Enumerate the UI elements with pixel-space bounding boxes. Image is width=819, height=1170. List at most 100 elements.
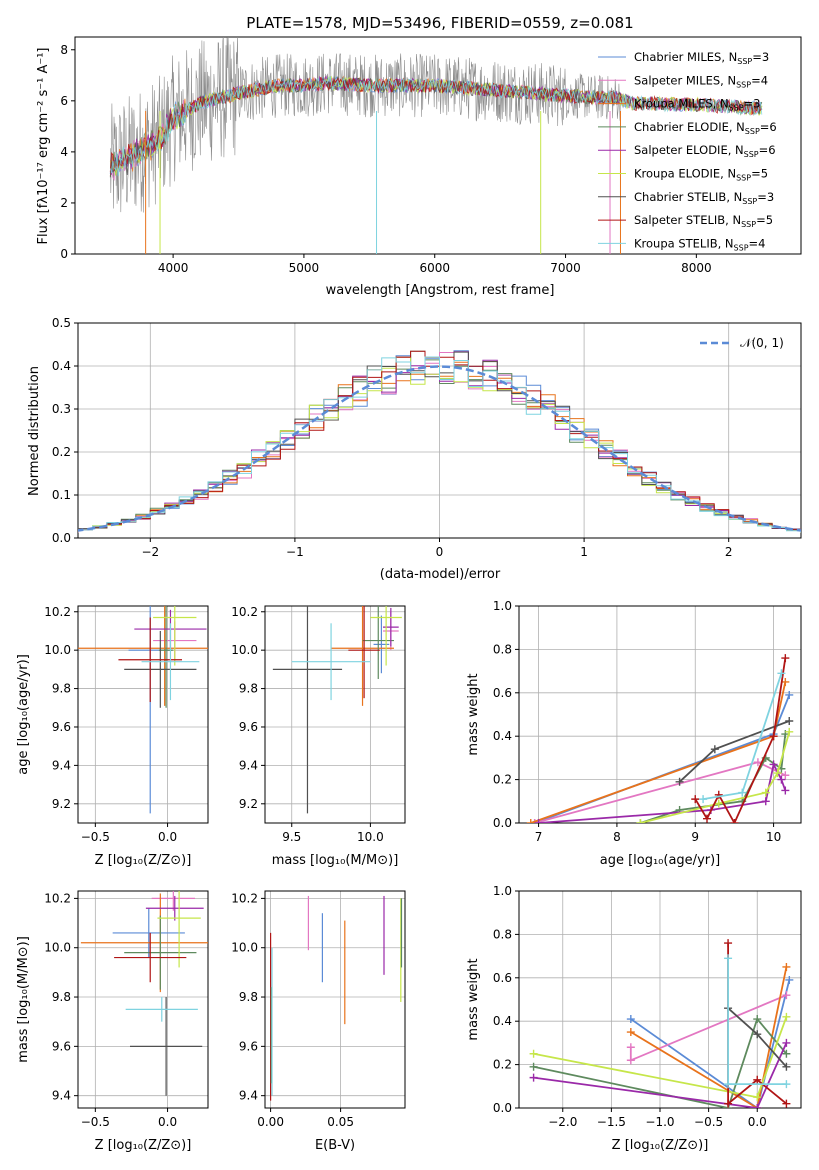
weight-point-marker bbox=[785, 690, 794, 699]
y-tick-label: 0.6 bbox=[493, 971, 512, 985]
weight-point-marker bbox=[691, 795, 700, 804]
y-tick-label: 0.2 bbox=[493, 1058, 512, 1072]
weight-point-marker bbox=[529, 1049, 538, 1058]
weight-lines bbox=[529, 939, 794, 1108]
panel-xlabel: Z [log₁₀(Z/Z⊙)] bbox=[95, 853, 192, 868]
legend-entry-label: Salpeter ELODIE, NSSP=6 bbox=[634, 143, 776, 159]
weight-point-marker bbox=[526, 819, 535, 823]
y-tick-label: 9.4 bbox=[239, 1089, 258, 1103]
weight-point-marker bbox=[782, 1080, 791, 1089]
mass-vs-z-panel: −0.5 0.0 9.4 9.6 9.8 10.0 10.2 Z [log₁₀(Z/Z⊙)] m… bbox=[16, 890, 209, 1153]
weight-point-marker bbox=[753, 758, 762, 767]
weight-point-marker bbox=[724, 954, 733, 963]
weight-point-marker bbox=[626, 1028, 635, 1037]
weight-point-marker bbox=[785, 975, 794, 984]
spectrum-ylabel: Flux [fλ10⁻¹⁷ erg cm⁻² s⁻¹ A⁻¹] bbox=[36, 48, 51, 245]
x-tick-label: −0.5 bbox=[81, 1115, 110, 1129]
weight-series-line bbox=[533, 1042, 788, 1108]
weight-point-marker bbox=[753, 1104, 762, 1108]
histograms bbox=[78, 350, 801, 533]
x-tick-label: 9 bbox=[691, 830, 699, 844]
y-tick-label: 9.8 bbox=[52, 682, 71, 696]
y-tick-label: 0.8 bbox=[493, 642, 512, 656]
x-tick-label: −2 bbox=[141, 545, 159, 559]
y-tick-label: 9.2 bbox=[239, 797, 258, 811]
weight-point-marker bbox=[753, 1030, 762, 1039]
y-tick-label: 9.8 bbox=[239, 682, 258, 696]
weight-point-marker bbox=[626, 1043, 635, 1052]
y-tick-label: 2 bbox=[60, 196, 68, 210]
spectrum-model-line bbox=[109, 76, 762, 178]
y-tick-label: 9.8 bbox=[239, 990, 258, 1004]
axes-frame bbox=[518, 605, 802, 824]
weight-vs-age-panel: 7 8 9 10 0.0 0.2 0.4 0.6 0.8 1.0 age [log₁₀(age/yr… bbox=[466, 599, 802, 868]
panel-xlabel: mass [log₁₀(M/M⊙)] bbox=[272, 853, 399, 868]
weight-series-line bbox=[694, 657, 787, 823]
y-tick-label: 0.6 bbox=[493, 686, 512, 700]
y-tick-label: 0.8 bbox=[493, 927, 512, 941]
weight-point-marker bbox=[710, 745, 719, 754]
age-vs-mass-panel: 9.5 10.0 9.2 9.4 9.6 9.8 10.0 10.2 mass [log₁₀(M… bbox=[231, 605, 406, 868]
y-tick-label: 1.0 bbox=[493, 599, 512, 613]
weight-point-marker bbox=[529, 1073, 538, 1082]
y-tick-label: 0.3 bbox=[52, 402, 71, 416]
weight-point-marker bbox=[782, 962, 791, 971]
y-tick-label: 9.6 bbox=[239, 720, 258, 734]
weight-point-marker bbox=[529, 1062, 538, 1071]
age-vs-z-panel: −0.5 0.0 9.2 9.4 9.6 9.8 10.0 10.2 Z [log₁₀(Z/Z⊙… bbox=[16, 605, 209, 868]
weight-point-marker bbox=[782, 1049, 791, 1058]
y-tick-label: 6 bbox=[60, 94, 68, 108]
x-tick-label: −1.0 bbox=[645, 1115, 674, 1129]
residual-plot-area: −2 −1 0 1 2 0.0 0.1 0.2 0.3 0.4 0.5 bbox=[52, 316, 802, 559]
gauss-legend-label: 𝒩(0, 1) bbox=[740, 336, 784, 350]
axes-frame bbox=[77, 605, 209, 824]
x-tick-label: 4000 bbox=[158, 261, 189, 275]
weight-point-marker bbox=[626, 1015, 635, 1024]
x-tick-label: −1.5 bbox=[597, 1115, 626, 1129]
error-bars bbox=[80, 891, 208, 1096]
panel-xlabel: E(B-V) bbox=[315, 1138, 355, 1153]
y-tick-label: 0.1 bbox=[52, 488, 71, 502]
weight-point-marker bbox=[753, 1075, 762, 1084]
spectrum-lines bbox=[109, 37, 763, 254]
legend-entry-label: Kroupa STELIB, NSSP=4 bbox=[634, 236, 765, 252]
weight-point-marker bbox=[724, 1080, 733, 1089]
y-tick-label: 0.0 bbox=[493, 816, 512, 830]
x-tick-label: 7 bbox=[535, 830, 543, 844]
axes-frame bbox=[77, 890, 209, 1109]
weight-point-marker bbox=[636, 819, 645, 823]
weight-point-marker bbox=[781, 771, 790, 780]
y-tick-label: 10.0 bbox=[231, 643, 258, 657]
weight-point-marker bbox=[782, 991, 791, 1000]
histogram-step bbox=[78, 356, 801, 533]
weight-point-marker bbox=[777, 775, 786, 784]
weight-point-marker bbox=[782, 1062, 791, 1071]
y-tick-label: 10.0 bbox=[231, 941, 258, 955]
weight-point-marker bbox=[724, 939, 733, 948]
y-tick-label: 10.2 bbox=[231, 605, 258, 619]
weight-point-marker bbox=[785, 727, 794, 736]
axes-frame bbox=[264, 890, 406, 1109]
y-tick-label: 0.4 bbox=[52, 359, 71, 373]
spectrum-title: PLATE=1578, MJD=53496, FIBERID=0559, z=0… bbox=[246, 14, 633, 32]
weight-point-marker bbox=[773, 769, 782, 778]
x-tick-label: −0.5 bbox=[694, 1115, 723, 1129]
y-tick-label: 10.0 bbox=[44, 941, 71, 955]
mass-vs-ebv-panel: 0.00 0.05 9.4 9.6 9.8 10.0 10.2 E(B-V) bbox=[231, 890, 406, 1153]
y-tick-label: 1.0 bbox=[493, 884, 512, 898]
weight-point-marker bbox=[714, 799, 723, 808]
x-tick-label: −0.5 bbox=[81, 830, 110, 844]
y-tick-label: 9.6 bbox=[52, 720, 71, 734]
weight-point-marker bbox=[714, 790, 723, 799]
weight-point-marker bbox=[675, 777, 684, 786]
x-tick-label: 1 bbox=[580, 545, 588, 559]
weight-lines bbox=[526, 654, 794, 823]
weight-point-marker bbox=[761, 788, 770, 797]
weight-point-marker bbox=[703, 814, 711, 823]
y-tick-label: 9.8 bbox=[52, 990, 71, 1004]
x-tick-label: 0.05 bbox=[327, 1115, 354, 1129]
weight-point-marker bbox=[534, 819, 543, 823]
weight-point-marker bbox=[761, 797, 770, 806]
y-tick-label: 0.4 bbox=[493, 729, 512, 743]
